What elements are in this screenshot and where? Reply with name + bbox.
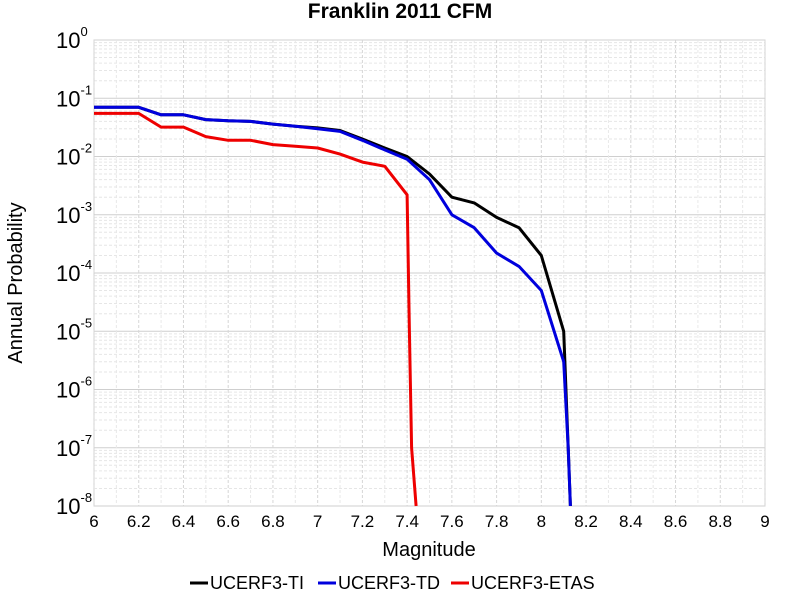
legend-label: UCERF3-TD	[338, 573, 440, 593]
legend-label: UCERF3-TI	[210, 573, 304, 593]
x-tick-label: 6.6	[216, 512, 240, 531]
chart-title: Franklin 2011 CFM	[308, 0, 492, 23]
x-axis-ticks: 6 6.2 6.4 6.6 6.8 7 7.2 7.4 7.6 7.8 8 8.2 8.4 8.6 8.8 9	[89, 512, 769, 531]
x-tick-label: 8.8	[708, 512, 732, 531]
y-tick-label: 10-5	[56, 315, 92, 344]
x-tick-label: 8	[537, 512, 546, 531]
x-tick-label: 7.2	[351, 512, 375, 531]
x-tick-label: 9	[760, 512, 769, 531]
x-tick-label: 7.4	[395, 512, 419, 531]
x-tick-label: 7.8	[485, 512, 509, 531]
x-tick-label: 7.6	[440, 512, 464, 531]
x-axis-label: Magnitude	[382, 539, 475, 561]
y-tick-label: 10-6	[56, 374, 92, 403]
series-lines	[94, 105, 572, 507]
series-line-ucerf3-etas	[94, 111, 418, 507]
x-tick-label: 6.8	[261, 512, 285, 531]
y-axis-label: Annual Probability	[5, 202, 27, 363]
y-tick-label: 10-3	[56, 199, 92, 228]
y-tick-label: 10-2	[56, 141, 92, 170]
y-axis-ticks: 10-8 10-7 10-6 10-5 10-4 10-3 10-2 10-1 100	[56, 24, 92, 519]
legend-label: UCERF3-ETAS	[471, 573, 595, 593]
x-tick-label: 6	[89, 512, 98, 531]
series-line-ucerf3-td	[94, 105, 572, 507]
y-tick-label: 10-8	[56, 490, 92, 519]
x-tick-label: 8.6	[664, 512, 688, 531]
y-tick-label: 100	[56, 24, 88, 53]
x-tick-label: 8.4	[619, 512, 643, 531]
x-tick-label: 7	[313, 512, 322, 531]
x-tick-label: 8.2	[574, 512, 598, 531]
y-tick-label: 10-4	[56, 257, 92, 286]
legend: UCERF3-TI UCERF3-TD UCERF3-ETAS	[190, 573, 595, 593]
x-tick-label: 6.4	[172, 512, 196, 531]
x-tick-label: 6.2	[127, 512, 151, 531]
y-tick-label: 10-7	[56, 432, 92, 461]
y-tick-label: 10-1	[56, 82, 92, 111]
